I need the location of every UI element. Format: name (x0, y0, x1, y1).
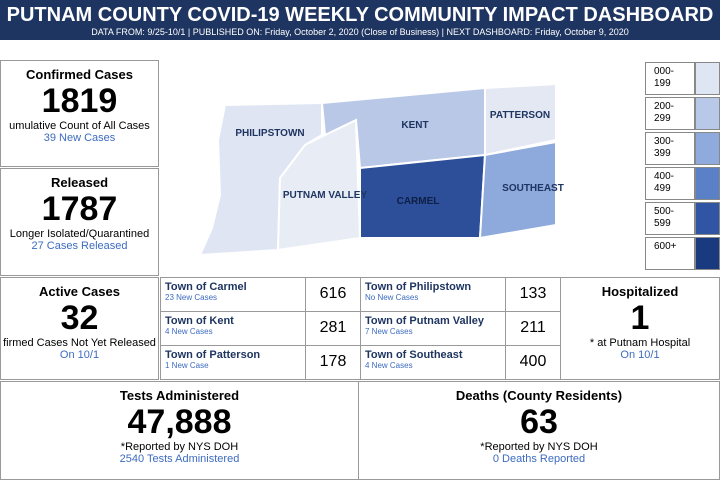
region-label: KENT (401, 120, 428, 131)
legend-label: 200- 299 (645, 97, 695, 130)
town-note: 23 New Cases (165, 293, 218, 302)
legend-swatch (695, 167, 720, 200)
town-cell: Town of Patterson 1 New Case (160, 345, 306, 380)
card-note: 39 New Cases (43, 132, 116, 144)
card-value: 47,888 (127, 403, 232, 441)
title: PUTNAM COUNTY COVID-19 WEEKLY COMMUNITY … (6, 4, 714, 26)
town-name: Town of Southeast (365, 349, 463, 361)
card-value: 1 (630, 299, 650, 337)
legend-label: 300- 399 (645, 132, 695, 165)
deaths-card: Deaths (County Residents) 63 *Reported b… (358, 381, 720, 480)
town-value: 400 (505, 345, 561, 380)
town-value: 211 (505, 311, 561, 346)
card-title: Active Cases (39, 284, 120, 299)
card-note: 2540 Tests Administered (119, 453, 240, 465)
town-note: 7 New Cases (365, 327, 413, 336)
header: PUTNAM COUNTY COVID-19 WEEKLY COMMUNITY … (0, 0, 720, 40)
active-card: Active Cases 32 firmed Cases Not Yet Rel… (0, 277, 159, 380)
legend-swatch (695, 132, 720, 165)
town-value: 281 (305, 311, 361, 346)
town-cell: Town of Kent 4 New Cases (160, 311, 306, 346)
region-label: PUTNAM VALLEY (283, 190, 368, 201)
card-note: On 10/1 (59, 349, 100, 361)
region-label: CARMEL (397, 196, 440, 207)
legend-label: 500- 599 (645, 202, 695, 235)
town-cell: Town of Putnam Valley 7 New Cases (360, 311, 506, 346)
card-note: 0 Deaths Reported (492, 453, 586, 465)
town-name: Town of Carmel (165, 281, 247, 293)
card-title: Tests Administered (119, 388, 240, 403)
town-note: 4 New Cases (165, 327, 213, 336)
legend-swatch (695, 97, 720, 130)
town-value: 133 (505, 277, 561, 312)
card-note: 27 Cases Released (31, 240, 128, 252)
town-value: 616 (305, 277, 361, 312)
legend-swatch (695, 62, 720, 95)
legend-swatch (695, 237, 720, 270)
region-southeast (478, 140, 557, 240)
county-map: PHILIPSTOWN KENT PATTERSON PUTNAM VALLEY… (198, 82, 564, 257)
card-caption: * at Putnam Hospital (589, 337, 691, 349)
card-caption: *Reported by NYS DOH (480, 441, 598, 453)
card-value: 32 (60, 299, 99, 337)
released-card: Released 1787 Longer Isolated/Quarantine… (0, 168, 159, 276)
card-caption: firmed Cases Not Yet Released (3, 337, 156, 349)
card-title: Released (50, 175, 109, 190)
town-name: Town of Patterson (165, 349, 261, 361)
confirmed-card: Confirmed Cases 1819 umulative Count of … (0, 60, 159, 167)
card-value: 63 (520, 403, 558, 441)
region-label: PHILIPSTOWN (235, 128, 304, 139)
card-caption: *Reported by NYS DOH (120, 441, 239, 453)
town-note: No New Cases (365, 293, 419, 302)
card-title: Deaths (County Residents) (455, 388, 623, 403)
legend-label: 400- 499 (645, 167, 695, 200)
card-note: On 10/1 (620, 349, 660, 361)
card-caption: Longer Isolated/Quarantined (9, 228, 150, 240)
town-cell: Town of Carmel 23 New Cases (160, 277, 306, 312)
card-caption: umulative Count of All Cases (9, 120, 150, 132)
town-note: 4 New Cases (365, 361, 413, 370)
region-patterson (484, 82, 557, 157)
region-label-line: PUTNAM VALLEY (283, 190, 368, 201)
town-value: 178 (305, 345, 361, 380)
card-value: 1787 (41, 190, 118, 228)
card-title: Hospitalized (601, 284, 679, 299)
legend-swatch (695, 202, 720, 235)
town-name: Town of Philipstown (365, 281, 472, 293)
legend-label: 000- 199 (645, 62, 695, 95)
town-cell: Town of Southeast 4 New Cases (360, 345, 506, 380)
town-name: Town of Putnam Valley (365, 315, 484, 327)
card-value: 1819 (41, 82, 118, 120)
town-cell: Town of Philipstown No New Cases (360, 277, 506, 312)
town-note: 1 New Case (165, 361, 209, 370)
region-label: PATTERSON (490, 110, 550, 121)
region-label: SOUTHEAST (502, 183, 564, 194)
legend-label: 600+ (645, 237, 695, 270)
subtitle: DATA FROM: 9/25-10/1 | PUBLISHED ON: Fri… (91, 27, 629, 37)
hospitalized-card: Hospitalized 1 * at Putnam Hospital On 1… (560, 277, 720, 380)
tests-card: Tests Administered 47,888 *Reported by N… (0, 381, 359, 480)
card-title: Confirmed Cases (26, 67, 133, 82)
town-name: Town of Kent (165, 315, 234, 327)
